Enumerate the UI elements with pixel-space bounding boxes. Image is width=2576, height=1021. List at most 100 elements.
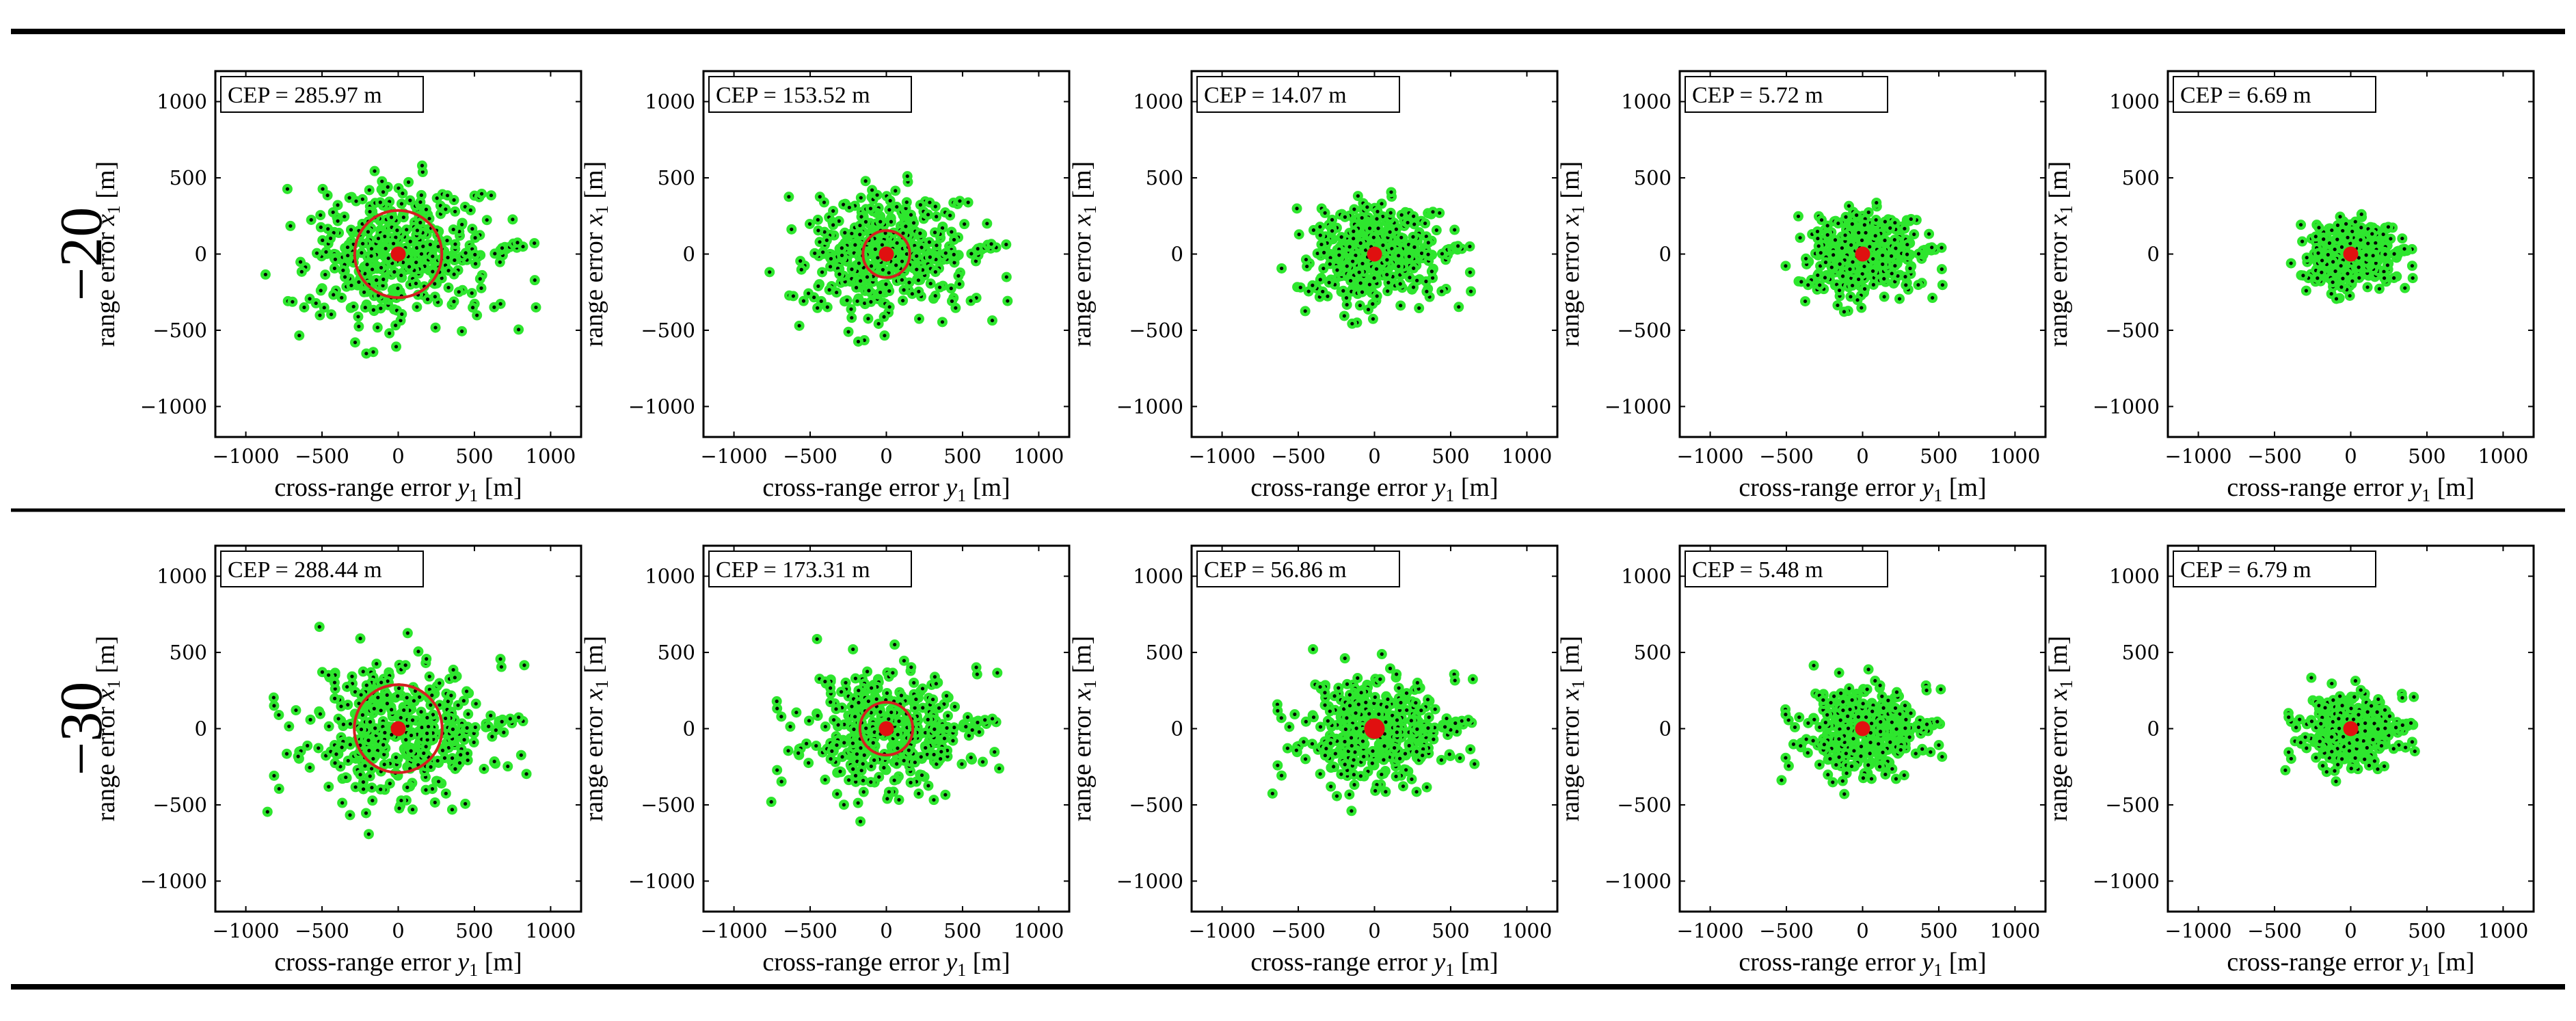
scatter-point-core <box>364 811 368 815</box>
scatter-point-core <box>470 306 475 310</box>
scatter-point-core <box>436 244 440 249</box>
scatter-point-core <box>940 226 945 230</box>
scatter-point-core <box>464 689 469 693</box>
scatter-point-core <box>797 323 801 328</box>
scatter-point-core <box>419 710 423 714</box>
scatter-point-core <box>343 215 347 219</box>
scatter-point-core <box>357 280 361 284</box>
scatter-point-core <box>1430 269 1434 274</box>
scatter-point-core <box>1468 289 1473 293</box>
scatter-point-core <box>1818 283 1822 287</box>
scatter-point-core <box>306 743 310 747</box>
x-tick-label: −1000 <box>213 445 280 468</box>
scatter-point-core <box>438 703 442 707</box>
x-tick-label: 1000 <box>1502 445 1553 468</box>
scatter-point-core <box>1352 229 1356 233</box>
scatter-point-core <box>349 228 353 232</box>
scatter-point-core <box>787 195 791 199</box>
y-axis-label: range error x1 [m] <box>92 161 124 347</box>
scatter-point-core <box>1397 254 1401 258</box>
scatter-point-core <box>2410 264 2414 268</box>
scatter-point-core <box>511 217 515 222</box>
scatter-point-core <box>1883 238 1887 243</box>
scatter-point-core <box>1303 309 1307 313</box>
scatter-point-core <box>1889 254 1894 258</box>
scatter-point-core <box>368 209 372 214</box>
x-tick-label: 500 <box>1920 445 1957 468</box>
scatter-point-core <box>381 277 386 282</box>
scatter-point-core <box>1348 278 1353 283</box>
scatter-point-core <box>1371 317 1376 321</box>
scatter-point-core <box>920 246 924 250</box>
scatter-point-core <box>894 189 898 193</box>
scatter-point-core <box>332 230 336 235</box>
scatter-point-core <box>2357 276 2361 280</box>
scatter-point-core <box>900 259 904 263</box>
y-tick-label: 1000 <box>157 90 207 114</box>
scatter-point-core <box>451 227 455 232</box>
scatter-point-core <box>768 270 772 274</box>
scatter-point-core <box>2335 237 2339 241</box>
scatter-point-core <box>887 289 891 293</box>
scatter-point-core <box>309 217 313 222</box>
scatter-point-core <box>856 339 861 344</box>
scatter-point-core <box>1848 267 1852 271</box>
scatter-point-core <box>1823 261 1828 265</box>
scatter-point-core <box>818 240 822 244</box>
scatter-point-core <box>2359 212 2363 216</box>
scatter-point-core <box>440 276 444 280</box>
scatter-point-core <box>1862 223 1866 227</box>
y-tick-label: 500 <box>170 166 207 189</box>
scatter-point-core <box>1344 295 1349 300</box>
scatter-point-core <box>816 217 820 222</box>
scatter-point-core <box>900 278 904 282</box>
scatter-point-core <box>351 304 355 308</box>
scatter-point-core <box>418 220 422 225</box>
scatter-point-core <box>1417 306 1421 310</box>
scatter-point-core <box>1829 265 1834 269</box>
scatter-point-core <box>799 259 803 263</box>
y-tick-label: −1000 <box>1605 395 1672 418</box>
scatter-point-core <box>492 305 496 309</box>
cep-label: CEP = 6.69 m <box>2180 83 2311 108</box>
scatter-point-core <box>928 255 932 259</box>
scatter-point-core <box>379 708 383 713</box>
scatter-point-core <box>2333 248 2337 252</box>
scatter-point-core <box>887 208 891 212</box>
scatter-point-core <box>917 317 922 321</box>
scatter-point-core <box>453 242 457 246</box>
scatter-point-core <box>2335 223 2340 227</box>
scatter-point-core <box>394 345 399 349</box>
scatter-point-core <box>806 291 811 295</box>
scatter-point-core <box>2402 247 2406 251</box>
scatter-point-core <box>1897 297 1902 301</box>
scatter-point-core <box>1323 211 1327 215</box>
scatter-point-core <box>360 251 364 255</box>
scatter-point-core <box>2327 241 2332 246</box>
scatter-point-core <box>2382 269 2386 274</box>
y-tick-label: −1000 <box>628 395 695 418</box>
scatter-point-core <box>1407 254 1411 258</box>
scatter-point-core <box>474 702 478 706</box>
scatter-point-core <box>478 277 482 281</box>
scatter-point-core <box>840 246 844 250</box>
scatter-point-core <box>1399 235 1404 239</box>
scatter-point-core <box>386 185 390 189</box>
scatter-point-core <box>1860 306 1864 310</box>
scatter-point-core <box>297 334 301 338</box>
scatter-point-core <box>489 194 494 198</box>
y-tick-label: 1000 <box>2109 90 2160 114</box>
scatter-point-core <box>1399 213 1404 217</box>
scatter-point-core <box>319 225 323 229</box>
scatter-point-core <box>396 287 400 291</box>
scatter-point-core <box>1360 290 1365 294</box>
scatter-point-core <box>831 223 835 227</box>
scatter-point-core <box>385 693 389 698</box>
scatter-point-core <box>1423 222 1427 226</box>
scatter-point-core <box>446 269 451 273</box>
scatter-point-core <box>2341 276 2345 280</box>
scatter-panel: −1000 −500 0 500 1000−1000−50005001000cross-… <box>92 70 582 505</box>
scatter-point-core <box>1803 299 1808 304</box>
scatter-point-core <box>1298 285 1302 289</box>
